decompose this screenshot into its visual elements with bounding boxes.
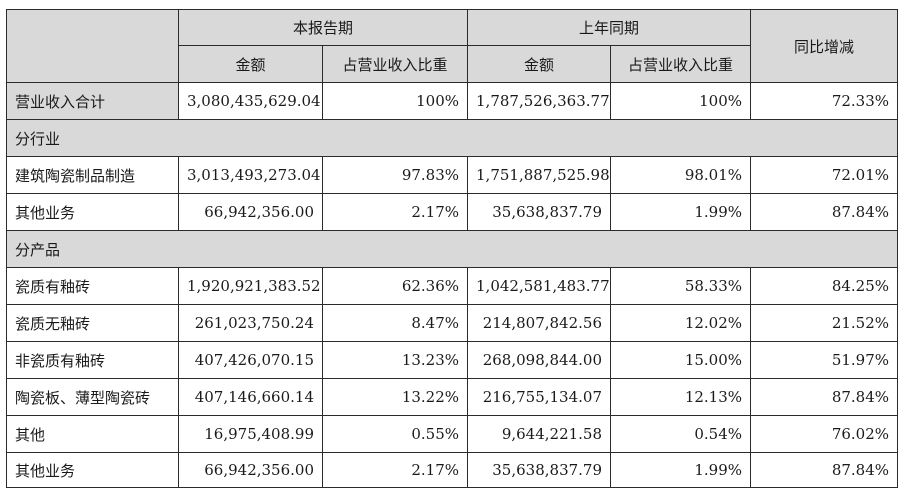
current-share: 62.36% bbox=[321, 267, 469, 305]
current-amount: 3,080,435,629.04 bbox=[178, 82, 323, 120]
prior-share: 100% bbox=[610, 82, 752, 120]
current-share: 100% bbox=[321, 82, 469, 120]
row-label: 瓷质有釉砖 bbox=[6, 267, 179, 305]
prior-amount: 1,787,526,363.77 bbox=[467, 82, 612, 120]
row-label: 非瓷质有釉砖 bbox=[6, 341, 179, 379]
section-title: 分行业 bbox=[5, 119, 899, 157]
prior-share: 1.99% bbox=[610, 193, 752, 231]
table-row: 瓷质无釉砖 261,023,750.24 8.47% 214,807,842.5… bbox=[6, 304, 899, 342]
current-share: 2.17% bbox=[321, 452, 469, 488]
prior-share: 12.13% bbox=[610, 378, 752, 416]
row-label: 其他 bbox=[6, 415, 179, 453]
yoy-change: 72.01% bbox=[750, 156, 899, 194]
current-amount: 3,013,493,273.04 bbox=[178, 156, 323, 194]
row-label: 其他业务 bbox=[6, 193, 179, 231]
prior-amount: 1,042,581,483.77 bbox=[467, 267, 612, 305]
current-share: 13.23% bbox=[321, 341, 469, 379]
header-current-amount: 金额 bbox=[178, 45, 323, 83]
current-amount: 407,426,070.15 bbox=[178, 341, 323, 379]
yoy-change: 87.84% bbox=[750, 193, 899, 231]
section-title: 分产品 bbox=[5, 230, 899, 268]
prior-amount: 9,644,221.58 bbox=[467, 415, 612, 453]
current-amount: 66,942,356.00 bbox=[178, 193, 323, 231]
current-share: 0.55% bbox=[321, 415, 469, 453]
header-corner bbox=[6, 9, 179, 83]
table-row: 其他业务 66,942,356.00 2.17% 35,638,837.79 1… bbox=[6, 452, 899, 488]
header-current-period: 本报告期 bbox=[177, 9, 469, 46]
section-row-product: 分产品 bbox=[5, 230, 899, 268]
current-amount: 407,146,660.14 bbox=[178, 378, 323, 416]
prior-amount: 35,638,837.79 bbox=[467, 193, 612, 231]
prior-share: 15.00% bbox=[610, 341, 752, 379]
revenue-composition-table: 本报告期 上年同期 同比增减 金额 占营业收入比重 金额 占营业收入比重 营业收… bbox=[5, 9, 899, 488]
prior-share: 1.99% bbox=[610, 452, 752, 488]
current-share: 2.17% bbox=[321, 193, 469, 231]
row-label: 陶瓷板、薄型陶瓷砖 bbox=[6, 378, 179, 416]
current-share: 97.83% bbox=[321, 156, 469, 194]
row-label: 其他业务 bbox=[6, 452, 179, 488]
header-prior-amount: 金额 bbox=[467, 45, 612, 83]
row-label: 营业收入合计 bbox=[6, 82, 179, 120]
yoy-change: 51.97% bbox=[750, 341, 899, 379]
prior-share: 58.33% bbox=[610, 267, 752, 305]
yoy-change: 87.84% bbox=[750, 452, 899, 488]
current-amount: 66,942,356.00 bbox=[178, 452, 323, 488]
table-row: 建筑陶瓷制品制造 3,013,493,273.04 97.83% 1,751,8… bbox=[6, 156, 899, 194]
yoy-change: 84.25% bbox=[750, 267, 899, 305]
header-prior-period: 上年同期 bbox=[467, 9, 752, 46]
prior-amount: 214,807,842.56 bbox=[467, 304, 612, 342]
current-share: 13.22% bbox=[321, 378, 469, 416]
yoy-change: 87.84% bbox=[750, 378, 899, 416]
prior-share: 12.02% bbox=[610, 304, 752, 342]
header-row-sub: 金额 占营业收入比重 金额 占营业收入比重 bbox=[7, 45, 898, 83]
row-label: 建筑陶瓷制品制造 bbox=[6, 156, 179, 194]
total-row: 营业收入合计 3,080,435,629.04 100% 1,787,526,3… bbox=[6, 82, 899, 120]
yoy-change: 21.52% bbox=[750, 304, 899, 342]
current-share: 8.47% bbox=[321, 304, 469, 342]
table-row: 陶瓷板、薄型陶瓷砖 407,146,660.14 13.22% 216,755,… bbox=[6, 378, 899, 416]
section-row-industry: 分行业 bbox=[5, 119, 899, 157]
current-amount: 1,920,921,383.52 bbox=[178, 267, 323, 305]
yoy-change: 72.33% bbox=[750, 82, 899, 120]
table-row: 非瓷质有釉砖 407,426,070.15 13.23% 268,098,844… bbox=[6, 341, 899, 379]
prior-share: 98.01% bbox=[610, 156, 752, 194]
prior-amount: 1,751,887,525.98 bbox=[467, 156, 612, 194]
current-amount: 16,975,408.99 bbox=[178, 415, 323, 453]
prior-amount: 268,098,844.00 bbox=[467, 341, 612, 379]
table-row: 其他 16,975,408.99 0.55% 9,644,221.58 0.54… bbox=[6, 415, 899, 453]
table-row: 其他业务 66,942,356.00 2.17% 35,638,837.79 1… bbox=[6, 193, 899, 231]
current-amount: 261,023,750.24 bbox=[178, 304, 323, 342]
table-row: 瓷质有釉砖 1,920,921,383.52 62.36% 1,042,581,… bbox=[6, 267, 899, 305]
prior-amount: 35,638,837.79 bbox=[467, 452, 612, 488]
header-row-top: 本报告期 上年同期 同比增减 bbox=[6, 9, 899, 83]
header-prior-share: 占营业收入比重 bbox=[610, 45, 752, 83]
prior-amount: 216,755,134.07 bbox=[467, 378, 612, 416]
row-label: 瓷质无釉砖 bbox=[6, 304, 179, 342]
header-current-share: 占营业收入比重 bbox=[321, 45, 469, 83]
prior-share: 0.54% bbox=[610, 415, 752, 453]
yoy-change: 76.02% bbox=[750, 415, 899, 453]
header-yoy-change: 同比增减 bbox=[750, 9, 899, 83]
